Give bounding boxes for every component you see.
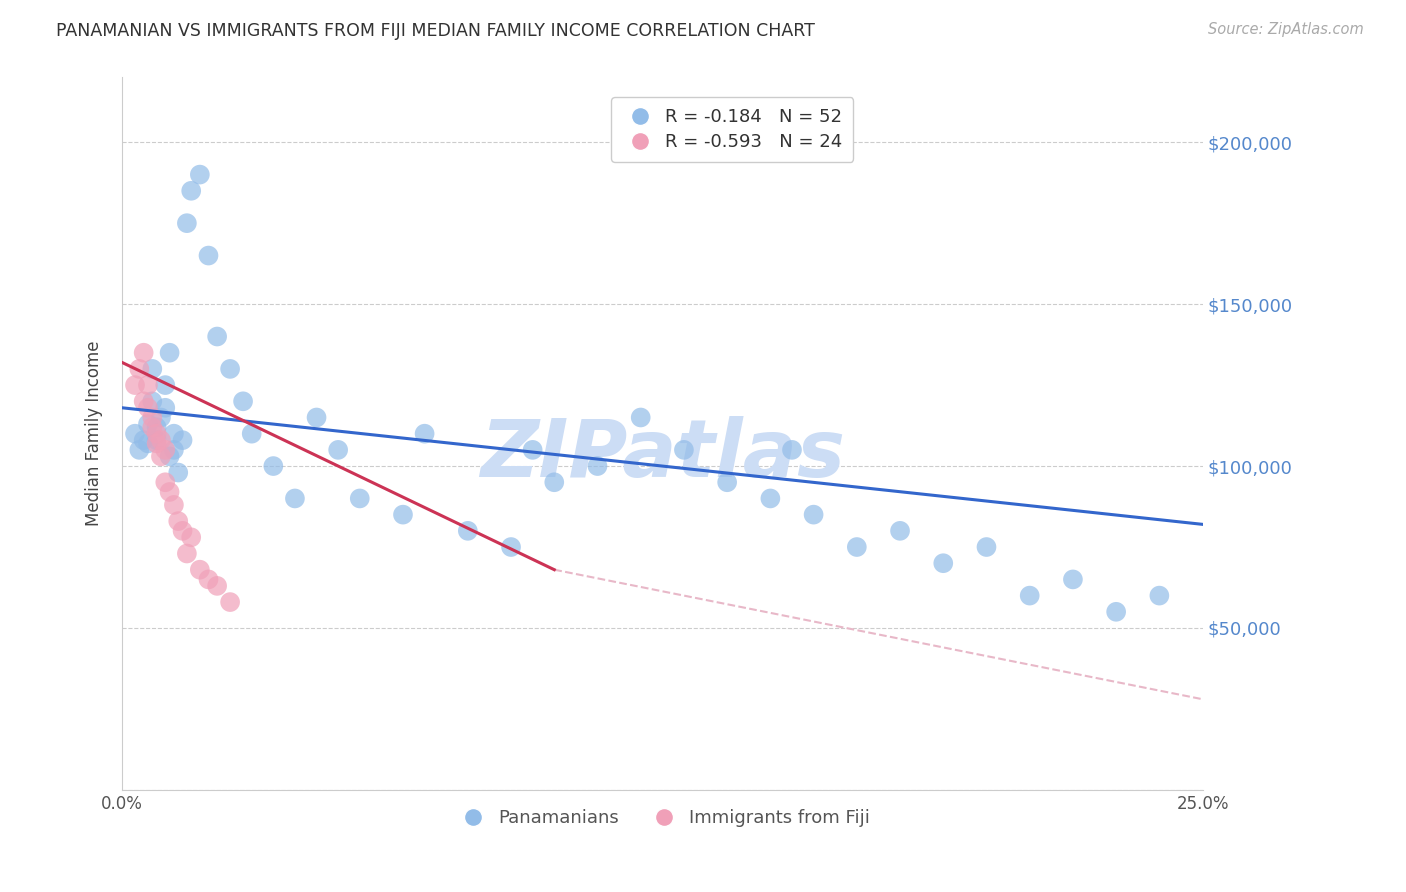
Point	[145, 420, 167, 434]
Y-axis label: Median Family Income: Median Family Income	[86, 341, 103, 526]
Point	[145, 426, 167, 441]
Point	[141, 394, 163, 409]
Point	[803, 508, 825, 522]
Point	[124, 426, 146, 441]
Point	[155, 401, 177, 415]
Point	[149, 450, 172, 464]
Point	[159, 345, 181, 359]
Point	[180, 184, 202, 198]
Point	[128, 362, 150, 376]
Point	[136, 436, 159, 450]
Point	[413, 426, 436, 441]
Point	[149, 433, 172, 447]
Point	[132, 433, 155, 447]
Point	[136, 401, 159, 415]
Point	[328, 442, 350, 457]
Point	[159, 485, 181, 500]
Point	[672, 442, 695, 457]
Point	[172, 524, 194, 538]
Point	[522, 442, 544, 457]
Point	[457, 524, 479, 538]
Point	[132, 394, 155, 409]
Text: Source: ZipAtlas.com: Source: ZipAtlas.com	[1208, 22, 1364, 37]
Point	[205, 329, 228, 343]
Point	[128, 442, 150, 457]
Point	[349, 491, 371, 506]
Point	[845, 540, 868, 554]
Point	[163, 498, 186, 512]
Point	[159, 450, 181, 464]
Point	[232, 394, 254, 409]
Point	[197, 573, 219, 587]
Text: PANAMANIAN VS IMMIGRANTS FROM FIJI MEDIAN FAMILY INCOME CORRELATION CHART: PANAMANIAN VS IMMIGRANTS FROM FIJI MEDIA…	[56, 22, 815, 40]
Point	[145, 436, 167, 450]
Point	[155, 475, 177, 490]
Point	[124, 378, 146, 392]
Point	[305, 410, 328, 425]
Point	[889, 524, 911, 538]
Point	[392, 508, 415, 522]
Point	[172, 433, 194, 447]
Point	[1105, 605, 1128, 619]
Point	[167, 514, 190, 528]
Point	[149, 410, 172, 425]
Point	[167, 466, 190, 480]
Point	[205, 579, 228, 593]
Point	[1149, 589, 1171, 603]
Point	[586, 458, 609, 473]
Point	[543, 475, 565, 490]
Point	[163, 426, 186, 441]
Point	[630, 410, 652, 425]
Point	[1018, 589, 1040, 603]
Point	[141, 410, 163, 425]
Text: ZIPatlas: ZIPatlas	[479, 416, 845, 494]
Point	[136, 378, 159, 392]
Point	[240, 426, 263, 441]
Point	[499, 540, 522, 554]
Point	[176, 547, 198, 561]
Point	[716, 475, 738, 490]
Point	[262, 458, 284, 473]
Point	[188, 168, 211, 182]
Point	[1062, 573, 1084, 587]
Point	[976, 540, 998, 554]
Point	[180, 530, 202, 544]
Point	[155, 378, 177, 392]
Point	[141, 362, 163, 376]
Point	[136, 417, 159, 431]
Point	[132, 345, 155, 359]
Point	[145, 433, 167, 447]
Point	[780, 442, 803, 457]
Point	[759, 491, 782, 506]
Point	[141, 420, 163, 434]
Legend: Panamanians, Immigrants from Fiji: Panamanians, Immigrants from Fiji	[447, 802, 877, 834]
Point	[932, 556, 955, 570]
Point	[188, 563, 211, 577]
Point	[219, 595, 242, 609]
Point	[155, 442, 177, 457]
Point	[219, 362, 242, 376]
Point	[163, 442, 186, 457]
Point	[284, 491, 307, 506]
Point	[176, 216, 198, 230]
Point	[197, 249, 219, 263]
